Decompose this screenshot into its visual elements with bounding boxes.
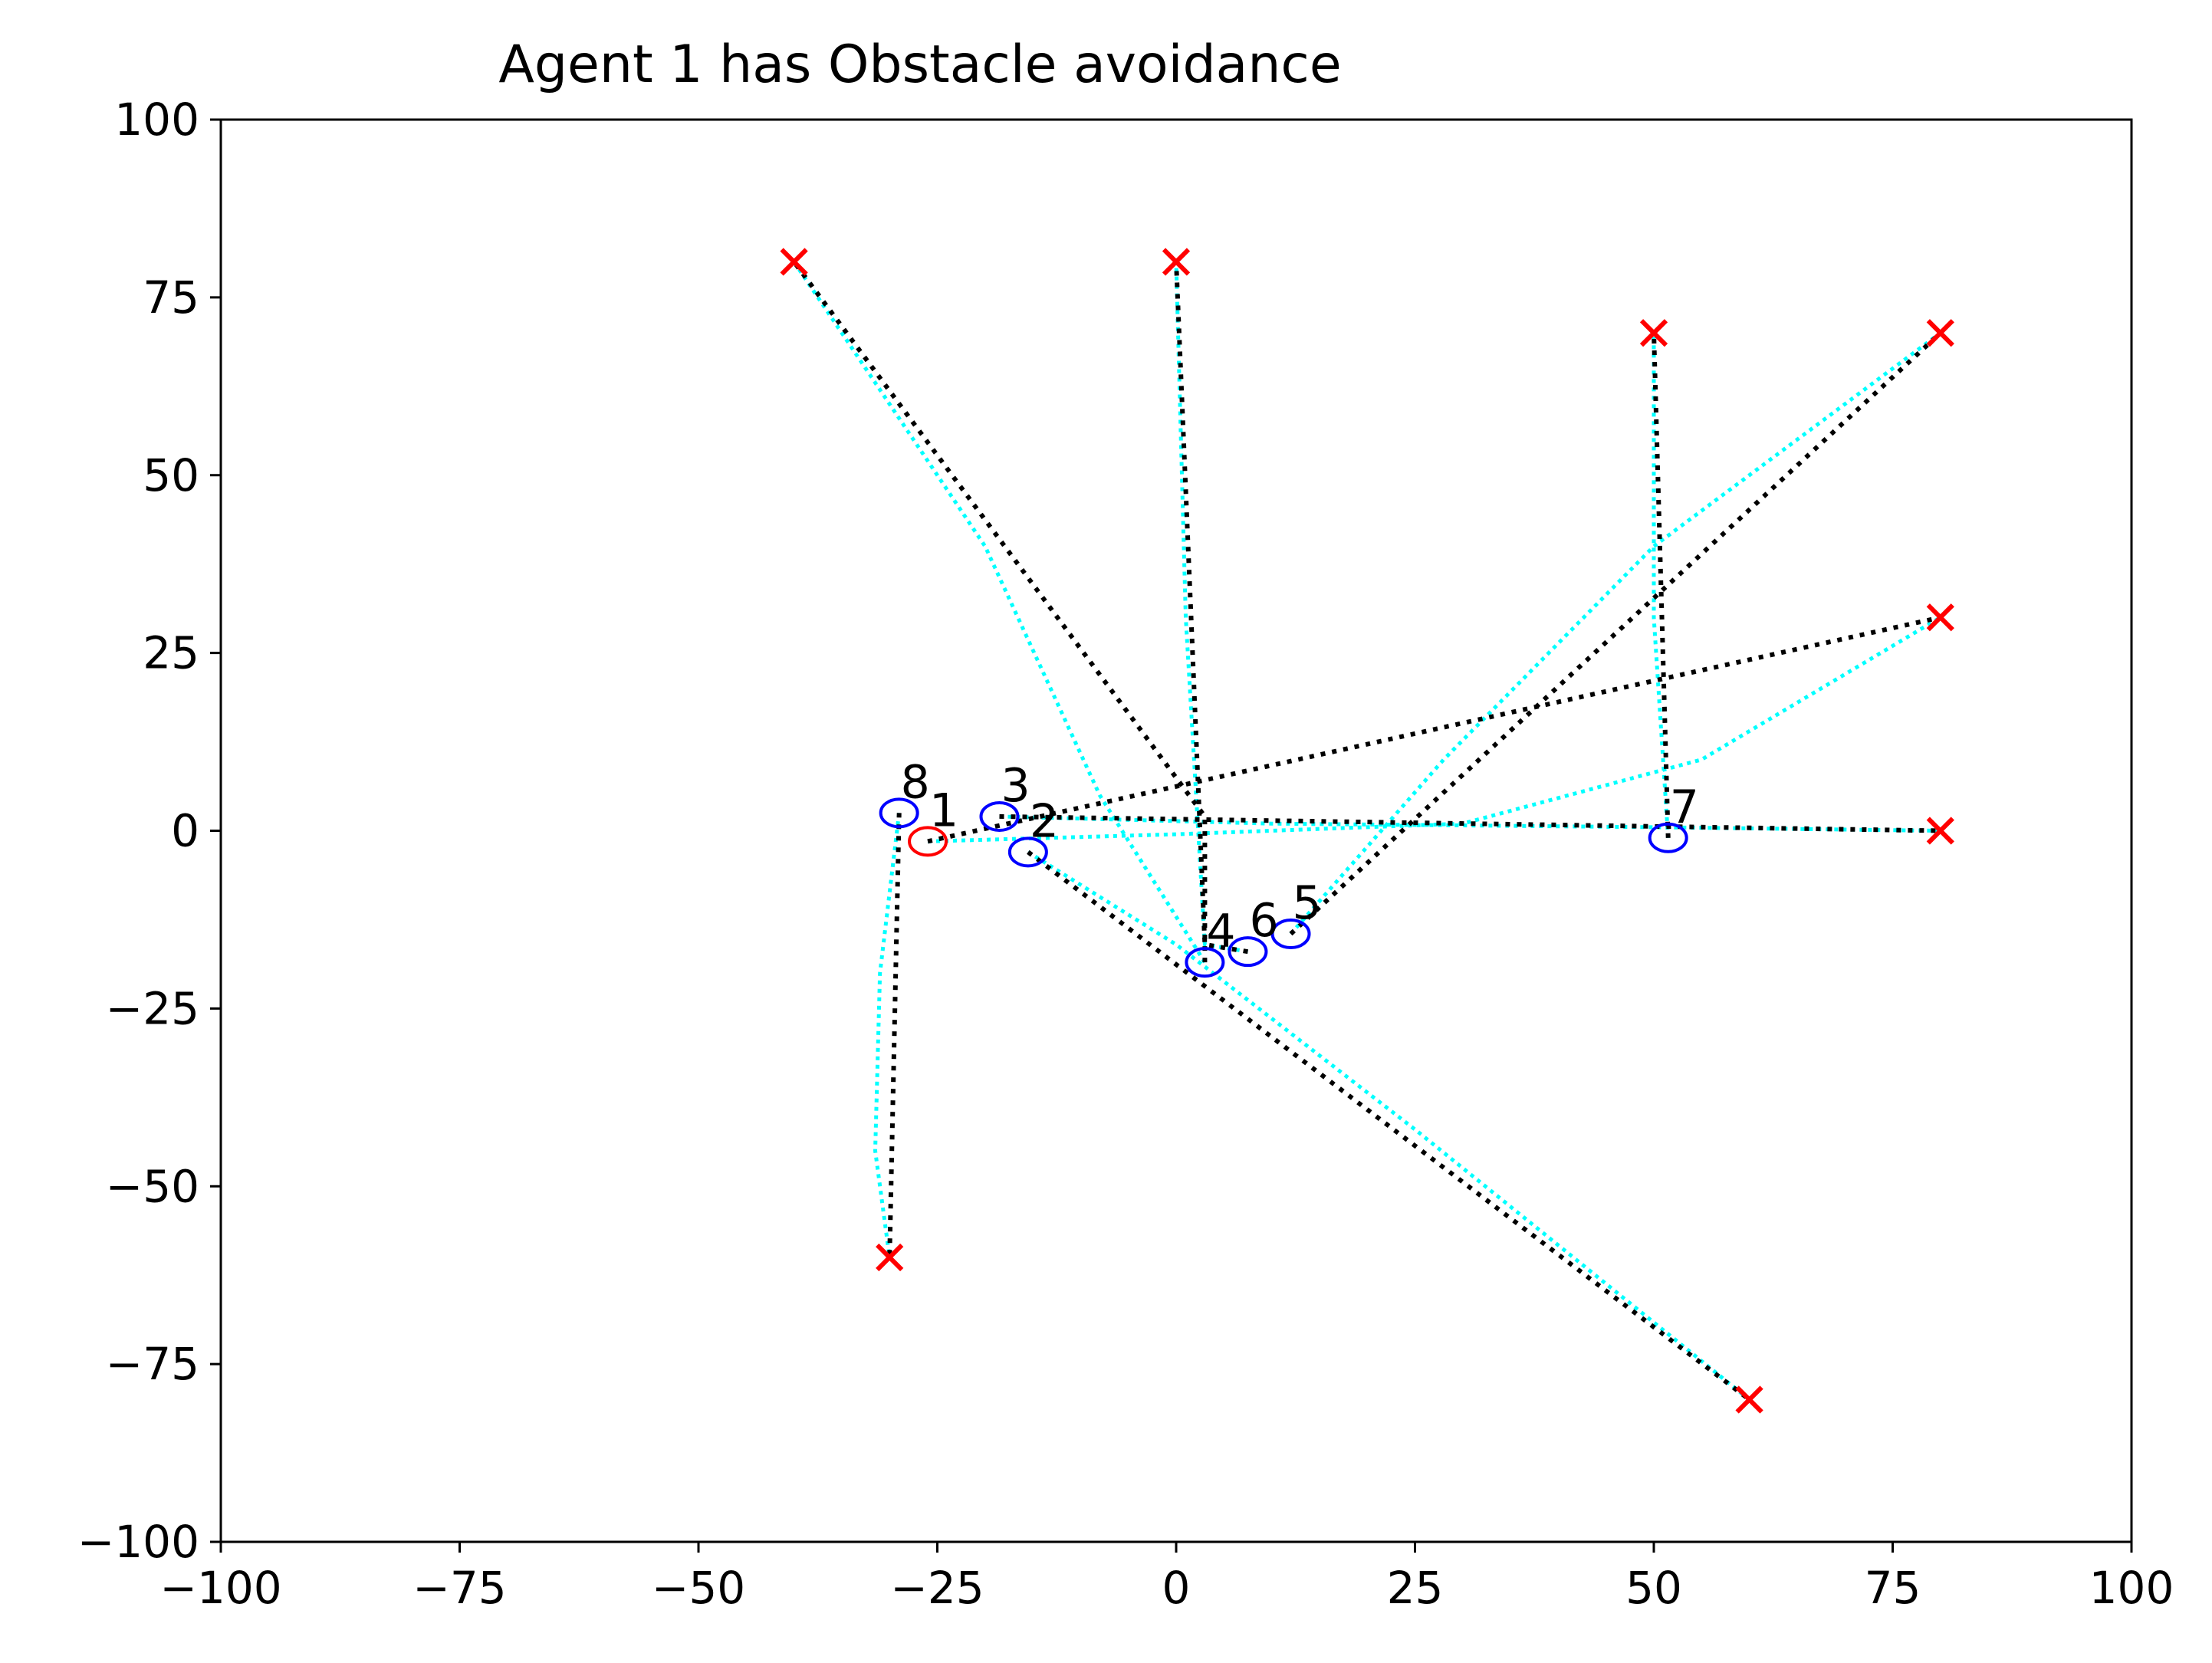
y-tick-label: −100	[77, 1516, 199, 1568]
planned-path-agent-2	[1027, 850, 1751, 1402]
actual-path-agent-7	[1652, 333, 1671, 838]
goal-marker	[1735, 1385, 1763, 1414]
agent-marker-7	[1648, 822, 1688, 853]
y-tick-label: −50	[106, 1160, 199, 1212]
goal-marker	[1926, 319, 1954, 347]
agent-marker-1	[908, 826, 948, 857]
x-tick-label: 50	[1625, 1562, 1682, 1614]
actual-path-agent-6	[1174, 261, 1248, 954]
goal-marker	[876, 1243, 904, 1272]
agent-label-6: 6	[1249, 894, 1278, 948]
x-tick-label: 75	[1865, 1562, 1921, 1614]
agent-label-8: 8	[901, 755, 930, 809]
agent-marker-6	[1228, 936, 1268, 968]
x-tick-label: −25	[890, 1562, 984, 1614]
agent-labels: 1 23 4 56 7 8	[901, 755, 1699, 958]
goal-marker	[1926, 817, 1954, 845]
x-tick-label: 0	[1162, 1562, 1191, 1614]
agent-markers	[879, 797, 1688, 978]
goal-marker	[780, 248, 808, 276]
planned-path-agent-5	[1289, 331, 1942, 936]
agent-marker-8	[879, 797, 919, 829]
goal-markers	[780, 248, 1954, 1414]
agent-label-4: 4	[1206, 905, 1235, 958]
actual-path-agent-2	[1027, 850, 1751, 1402]
y-tick-label: −25	[106, 982, 199, 1034]
planned-path-agent-8	[887, 813, 902, 1258]
planned-path-agent-1	[927, 615, 1941, 844]
x-tick-label: 100	[2089, 1562, 2174, 1614]
y-tick-label: 50	[143, 449, 199, 501]
agent-label-3: 3	[1001, 759, 1030, 813]
x-tick-label: −50	[652, 1562, 745, 1614]
agent-marker-5	[1270, 918, 1311, 949]
y-tick-label: −75	[106, 1338, 199, 1390]
agent-marker-4	[1185, 947, 1225, 978]
agent-label-5: 5	[1293, 876, 1322, 930]
x-tick-label: 25	[1387, 1562, 1444, 1614]
chart-title: Agent 1 has Obstacle avoidance	[498, 35, 1341, 95]
y-tick-label: 100	[114, 94, 199, 146]
y-tick-label: 75	[143, 271, 199, 324]
y-tick-label: 0	[171, 805, 199, 857]
goal-marker	[1162, 248, 1191, 276]
trajectory-paths	[792, 260, 1942, 1402]
x-tick-label: −100	[159, 1562, 281, 1614]
actual-path-agent-4	[792, 261, 1207, 964]
planned-path-agent-7	[1652, 333, 1671, 838]
y-tick-label: 25	[143, 627, 199, 679]
actual-path-agent-3	[999, 814, 1941, 833]
axes: −100 −75 −50 −25 0 25 50 75 100−100−75−50−250255…	[77, 94, 2174, 1614]
actual-path-agent-5	[1289, 331, 1942, 935]
agent-label-7: 7	[1670, 781, 1699, 834]
agent-marker-3	[979, 800, 1020, 832]
goal-marker	[1639, 319, 1668, 347]
planned-path-agent-3	[999, 813, 1941, 833]
x-tick-label: −75	[412, 1562, 506, 1614]
planned-path-agent-6	[1174, 261, 1248, 955]
agent-label-2: 2	[1030, 794, 1059, 848]
goal-marker	[1926, 603, 1954, 632]
planned-path-agent-4	[792, 260, 1208, 963]
agent-marker-2	[1007, 836, 1048, 868]
agent-label-1: 1	[929, 784, 958, 837]
